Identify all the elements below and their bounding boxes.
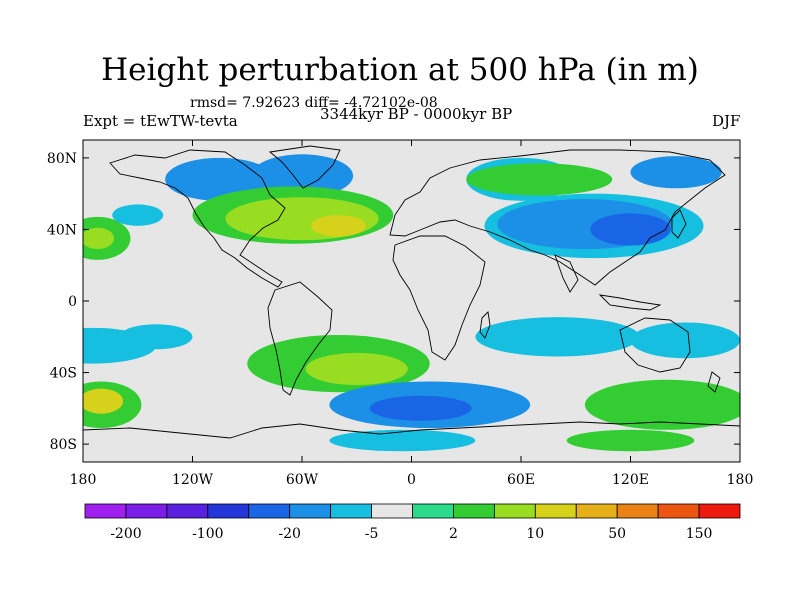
field-anomaly-26 [566,429,695,452]
colorbar-label: 50 [608,526,626,542]
plot-title: Height perturbation at 500 hPa (in m) [101,52,699,88]
field-anomaly-8 [83,227,115,250]
coastlines [83,145,740,439]
colorbar-box-5 [289,503,332,519]
lat-tick-label: 40N [47,222,77,238]
lon-tick-label: 60E [507,472,535,488]
colorbar-label: -20 [278,526,301,542]
field-anomaly-25 [329,429,476,452]
colorbar-box-11 [534,503,577,519]
colorbar-label: 150 [686,526,713,542]
field-anomaly-17 [630,322,740,359]
colorbar-box-7 [371,503,413,519]
field-anomaly-13 [112,204,164,226]
period-label: 3344kyr BP - 0000kyr BP [320,105,513,123]
field-anomaly-24 [369,395,472,421]
colorbar-box-6 [330,503,372,519]
colorbar-box-1 [125,503,168,519]
field-anomaly-3 [630,156,722,189]
coast-south-america [267,281,333,396]
field-anomaly-15 [119,324,193,350]
field-anomaly-21 [83,388,124,414]
colorbar-box-8 [412,503,454,519]
colorbar: -200 -100 -20 -5 2 10 50 150 [84,503,741,542]
colorbar-box-15 [698,503,741,519]
experiment-label: Expt = tEwTW-tevta [83,112,238,130]
lon-tick-label: 120E [612,472,649,488]
colorbar-label: 2 [449,526,458,542]
colorbar-box-0 [84,503,127,519]
colorbar-box-13 [616,503,659,519]
coast-south-asia [554,254,579,293]
colorbar-box-14 [657,503,700,519]
colorbar-box-4 [248,503,291,519]
colorbar-label: -100 [192,526,223,542]
lon-tick-label: 0 [407,472,416,488]
lon-tick-label: 180 [727,472,754,488]
coast-japan [671,209,687,239]
lat-tick-label: 80S [50,437,77,453]
field-anomaly-12 [590,213,671,246]
coast-australia [619,317,691,373]
coast-madagascar [479,311,491,339]
coast-eurasia [389,149,726,286]
coast-north-america [109,149,286,288]
colorbar-box-9 [453,503,495,519]
colorbar-label: -200 [110,526,141,542]
coast-africa [392,235,486,361]
field-anomaly-6 [311,215,366,237]
colorbar-box-2 [166,503,209,519]
field-anomaly-1 [250,154,354,198]
stats-label: rmsd= 7.92623 diff= -4.72102e-08 [190,95,438,111]
lon-tick-label: 120W [172,472,214,488]
field-anomaly-9 [466,163,613,196]
field-anomaly-22 [584,379,740,430]
colorbar-box-10 [493,503,536,519]
contour-field [83,140,740,462]
field-anomaly-19 [305,352,408,386]
coast-indonesia [598,294,662,311]
coast-new-zealand [707,371,721,393]
coast-greenland [268,145,341,189]
coast-antarctica [83,421,740,439]
colorbar-box-3 [207,503,250,519]
lat-tick-label: 40S [50,366,77,382]
lon-tick-label: 180 [70,472,97,488]
field-anomaly-16 [475,317,640,357]
lon-tick-label: 60W [286,472,319,488]
colorbar-box-12 [575,503,618,519]
lat-tick-label: 0 [68,294,77,310]
colorbar-label: -5 [365,526,379,542]
colorbar-label: 10 [526,526,544,542]
season-label: DJF [712,112,741,130]
lat-tick-label: 80N [47,151,77,167]
axis-ticks: 80N 40N 0 40S 80S 180 120W 60W 0 60E 120E 180 [47,140,753,488]
